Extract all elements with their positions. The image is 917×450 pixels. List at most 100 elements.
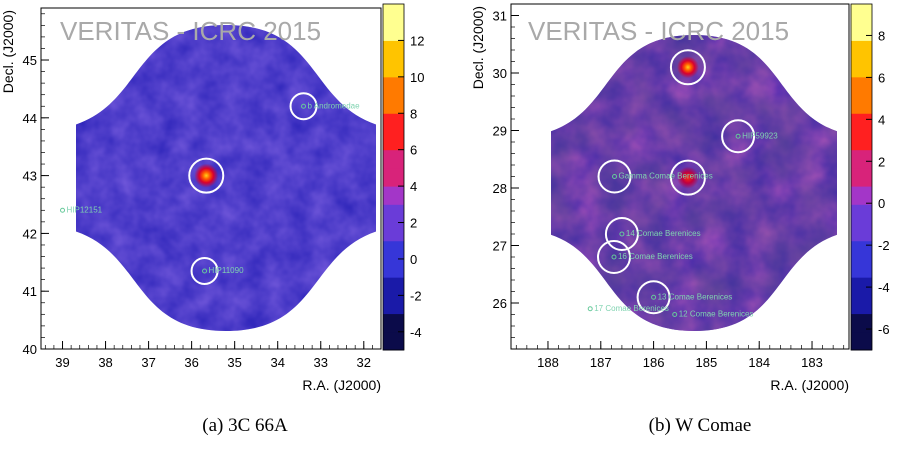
colorbar-bin [851,22,872,41]
colorbar-frame [382,3,405,351]
y-axis-label: Decl. (J2000) [470,6,486,89]
y-tick-label: 26 [493,296,507,311]
y-tick-label: 30 [493,66,507,81]
x-tick-label: 36 [184,355,198,370]
y-tick-label: 44 [23,111,37,126]
source-marker [619,231,625,237]
colorbar-bin [383,58,404,78]
source-circle [604,217,639,251]
colorbar-tick-label: 0 [878,196,885,211]
colorbar-bin [851,95,872,114]
colorbar-bin [383,113,404,132]
colorbar-bin [851,204,872,224]
colorbar-bin [851,277,872,296]
colorbar-bin [383,222,404,242]
y-tick-label: 40 [23,342,37,357]
x-tick-label: 33 [314,355,328,370]
y-tick-label: 28 [493,181,507,196]
source-marker [611,254,617,260]
x-axis-label: R.A. (J2000) [770,377,849,393]
panel-3c66a: VERITAS - ICRC 2015 b Andromedae HIP12151 H… [0,3,424,393]
source-marker [301,103,307,109]
source-label: b Andromedae [308,101,361,110]
source-circle [636,280,671,315]
source-circle [596,240,631,274]
source-circle [721,119,756,154]
source-marker [735,133,741,139]
colorbar-tick-label: 0 [410,252,417,267]
colorbar-tick-label: -4 [410,325,422,340]
colorbar-bin [383,149,404,169]
caption-b: (b) W Comae [648,415,752,436]
source-label: 12 Comae Berenices [679,310,754,319]
panel-w-comae: VERITAS - ICRC 2015 HIP59923 Gamma Comae B… [470,3,890,393]
source-label: HIP11090 [209,266,245,275]
colorbar-bin [383,22,404,41]
colorbar-bin [383,204,404,224]
colorbar-tick-label: -6 [878,322,890,337]
colorbar-bin [383,331,404,351]
colorbar-bin [383,40,404,60]
x-tick-label: 187 [590,355,612,370]
colorbar-bin [851,258,872,278]
caption-a: (a) 3C 66A [202,415,288,436]
colorbar-tick-label: 6 [410,143,417,158]
colorbar-bin [851,58,872,78]
source-label: 14 Comae Berenices [626,229,701,238]
colorbar-bin [851,113,872,132]
source-marker [60,207,66,213]
colorbar-bin [383,186,404,205]
colorbar-tick-label: 4 [410,179,417,194]
colorbar-bin [851,240,872,260]
colorbar-tick-label: 8 [410,106,417,121]
hotspot-circle [669,159,706,196]
colorbar-bin [383,95,404,114]
y-tick-label: 43 [23,169,37,184]
colorbar-tick-label: 4 [878,112,885,127]
watermark: VERITAS - ICRC 2015 [60,16,321,46]
colorbar-tick-label: 10 [410,70,424,85]
watermark: VERITAS - ICRC 2015 [528,16,789,46]
colorbar-bin [383,240,404,260]
hotspot [676,166,699,189]
colorbar-bin [851,149,872,169]
colorbar-tick-label: -2 [410,288,422,303]
x-axis-label: R.A. (J2000) [302,377,381,393]
source-label: HIP12151 [67,205,103,214]
hotspot [194,163,219,188]
colorbar-bin [851,222,872,242]
x-tick-label: 188 [537,355,559,370]
colorbar-bin [851,40,872,60]
colorbar-bin [383,131,404,151]
y-tick-label: 45 [23,53,37,68]
x-tick-label: 184 [748,355,770,370]
colorbar-bin [383,76,404,96]
source-circle [190,256,219,285]
colorbar-tick-label: -2 [878,238,890,253]
source-label: Gamma Comae Berenices [619,172,713,181]
source-marker [202,268,208,274]
colorbar-bin [851,131,872,151]
colorbar-bin [851,76,872,96]
x-tick-label: 39 [55,355,69,370]
hotspot [676,56,699,79]
x-tick-label: 186 [643,355,665,370]
y-tick-label: 41 [23,284,37,299]
y-tick-label: 31 [493,9,507,24]
source-marker [587,306,593,312]
source-label: HIP59923 [742,131,778,140]
source-circle [597,159,632,194]
colorbar-bin [851,167,872,187]
y-tick-label: 29 [493,124,507,139]
colorbar-bin [851,4,872,23]
y-axis-label: Decl. (J2000) [0,10,16,93]
colorbar-bin [383,167,404,187]
x-tick-label: 185 [696,355,718,370]
hotspot-circle [188,157,225,194]
y-tick-label: 27 [493,239,507,254]
source-label: 13 Comae Berenices [658,292,733,301]
x-tick-label: 38 [98,355,112,370]
x-tick-label: 183 [801,355,823,370]
colorbar-bin [383,313,404,333]
source-label: 16 Comae Berenices [618,252,693,261]
